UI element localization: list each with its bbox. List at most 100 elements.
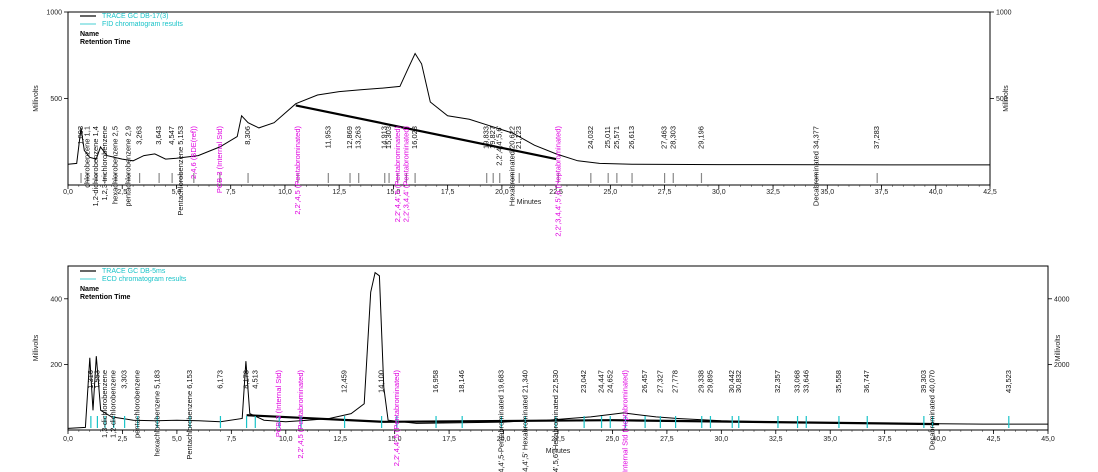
peak-label: Pentachlorobenzene 5,153	[176, 126, 185, 216]
peak-label: 26,457	[640, 370, 649, 393]
peak-label: 16,958	[431, 370, 440, 393]
legend-entry: TRACE GC DB-17(3)	[102, 13, 169, 20]
peak-label: 29,338	[697, 370, 706, 393]
peak-label: 13,263	[354, 126, 363, 149]
x-tick-label: 22,5	[549, 189, 563, 196]
legend-rt-label: Retention Time	[80, 39, 131, 46]
plot-frame	[67, 11, 991, 186]
y-axis-label: Millivolts	[33, 334, 40, 361]
x-tick-label: 15,0	[387, 189, 401, 196]
x-tick-label: 12,5	[332, 189, 346, 196]
x-tick-label: 15,0	[388, 436, 402, 443]
peak-label: chlorobenzene 1,1	[83, 126, 92, 188]
peak-label: 33,068	[793, 370, 802, 393]
x-tick-label: 35,0	[820, 189, 834, 196]
peak-label: 4,547	[167, 126, 176, 145]
legend-name-label: Name	[80, 31, 99, 38]
peak-label: 1,2,3-trichlorobenzene	[100, 126, 109, 201]
x-tick-label: 27,5	[658, 189, 672, 196]
peak-label: 36,747	[862, 370, 871, 393]
legend-entry: ECD chromatogram results	[102, 276, 187, 283]
peak-label: 26,613	[627, 126, 636, 149]
peak-label: PCB 3 (Internal Std)	[274, 370, 283, 438]
peak-label: 1,2-dichlorobenzene	[109, 370, 118, 438]
peak-label: 18,146	[457, 370, 466, 393]
top-chromatogram: 0,0 2,5 5,0 7,5 10,0 12,5 15,0 17,5 20,0 22,5 25,0…	[33, 10, 1012, 237]
x-tick-label: 10,0	[278, 189, 292, 196]
peak-label: 6,173	[215, 370, 224, 389]
peak-label: hexachlorobenzene 5,183	[152, 370, 161, 456]
x-tick-label: 45,0	[1041, 436, 1055, 443]
x-tick-label: 20,0	[497, 436, 511, 443]
peak-label: 2,2',3,4,4',5' Hexabrominated 21,340	[520, 370, 529, 472]
peak-label: 24,652	[605, 370, 614, 393]
bottom-chromatogram: 0,0 2,5 5,0 7,5 10,0 12,5 15,0 17,5 20,0 22,5 25,0…	[33, 265, 1070, 472]
peak-label: pentachlorobenzene	[133, 370, 142, 438]
peak-label: 1,2-dichlorobenzene 1,4	[91, 126, 100, 206]
legend: TRACE GC DB-17(3)FID chromatogram result…	[80, 13, 183, 46]
peak-label: 2,4,6 (BDE(ref))	[189, 126, 198, 179]
peak-label: 30,442	[727, 370, 736, 393]
peak-label: 27,778	[671, 370, 680, 393]
chromatogram-trace	[67, 271, 1048, 429]
x-tick-label: 27,5	[660, 436, 674, 443]
y-tick-label: 500	[50, 96, 62, 103]
x-tick-label: 0,0	[63, 189, 73, 196]
peak-label: 4,513	[250, 370, 259, 389]
peak-label: 28,303	[668, 126, 677, 149]
x-tick-label: 30,0	[712, 189, 726, 196]
peak-label: 19,833	[482, 126, 491, 149]
peak-label: 2,2',4,5 (Pentabrominated)	[296, 370, 305, 459]
x-tick-label: 25,0	[606, 436, 620, 443]
x-tick-label: 32,5	[769, 436, 783, 443]
peak-label: 3,303	[120, 370, 129, 389]
peak-label: 2,3,4,4',5-Pentabrominated 19,683	[496, 370, 505, 472]
x-tick-label: 30,0	[715, 436, 729, 443]
peak-label: hexachlorobenzene 2,5	[111, 126, 120, 204]
y-tick-label-right: 1000	[996, 10, 1012, 17]
peak-label: Decabrominated 40,070	[928, 370, 937, 450]
x-tick-label: 37,5	[878, 436, 892, 443]
peak-label: 2,2',4,4',5,6'-Hexabrominated 22,530	[551, 370, 560, 472]
x-tick-label: 7,5	[226, 189, 236, 196]
peak-label: 2,2',3,4,4',5',6 (Heptabrominated)	[553, 126, 562, 237]
peak-label: 2,2',3,4,4' (Pentabrominated)	[401, 126, 410, 223]
y-tick-label: 1000	[46, 10, 62, 17]
peak-label: 11,953	[323, 126, 332, 148]
x-tick-label: 40,0	[932, 436, 946, 443]
legend-rt-label: Retention Time	[80, 294, 131, 301]
peak-label: Decabrominated 34,377	[811, 126, 820, 206]
x-tick-label: 7,5	[226, 436, 236, 443]
peak-label: 2,2',4,4',5,6'	[495, 125, 504, 165]
peak-label: 25,571	[612, 126, 621, 149]
peak-label: Hexabrominated 20,622	[508, 126, 517, 206]
x-tick-label: 2,5	[117, 189, 127, 196]
y-axis-label-right: Millivolts	[1003, 85, 1010, 112]
peak-label: 33,646	[801, 370, 810, 393]
peak-label: Internal Std (Heptabrominated)	[621, 370, 630, 472]
x-axis-label: Minutes	[517, 199, 542, 206]
x-tick-label: 42,5	[987, 436, 1001, 443]
peak-label: 1,553	[92, 370, 101, 389]
peak-label: 32,357	[773, 370, 782, 393]
peak-label: 15,303	[384, 126, 393, 149]
y-axis-label-right: Millivolts	[1055, 334, 1062, 361]
peak-label: 21,123	[514, 126, 523, 149]
peak-label: 2,2',4,5 (Pentabrominated)	[293, 126, 302, 215]
peak-label: 37,283	[872, 126, 881, 149]
y-tick-label-right: 500	[996, 96, 1008, 103]
peak-label: 14,913	[380, 126, 389, 149]
peak-label: 30,832	[734, 370, 743, 393]
peak-label: 3,263	[135, 126, 144, 145]
legend-name-label: Name	[80, 286, 99, 293]
y-tick-label: 200	[50, 362, 62, 369]
legend-entry: FID chromatogram results	[102, 21, 183, 28]
peak-label: 3,643	[154, 126, 163, 145]
peak-label: 23,042	[579, 370, 588, 393]
x-tick-label: 5,0	[172, 189, 182, 196]
y-axis-label: Millivolts	[33, 85, 40, 112]
x-tick-label: 10,0	[279, 436, 293, 443]
x-axis-label: Minutes	[546, 448, 571, 455]
x-tick-label: 20,0	[495, 189, 509, 196]
